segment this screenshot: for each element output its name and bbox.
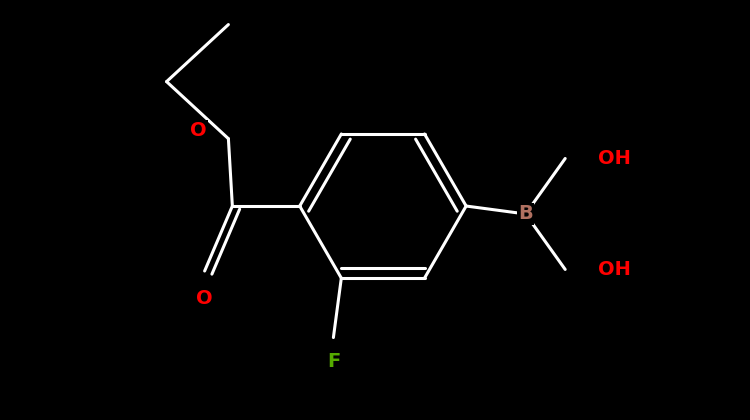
Text: O: O: [190, 121, 206, 140]
Text: B: B: [518, 205, 533, 223]
Text: OH: OH: [598, 149, 632, 168]
Text: F: F: [327, 352, 340, 371]
Text: O: O: [196, 289, 213, 308]
Text: OH: OH: [598, 260, 632, 279]
